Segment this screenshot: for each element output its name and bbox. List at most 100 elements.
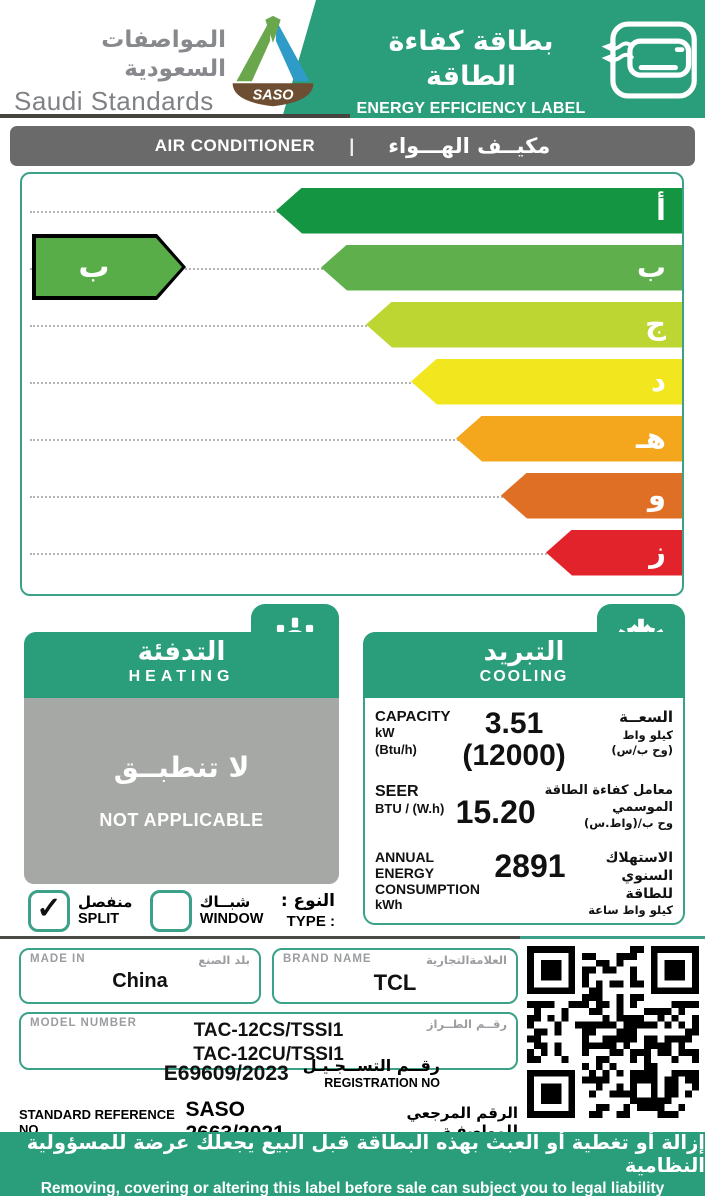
seer-label-ar: معامل كفاءة الطاقة الموسمي وح ب/(واط.س) (536, 783, 673, 832)
registration-label-arabic: رقــم التســجـيـل (302, 1056, 440, 1075)
annual-label-arabic2: للطاقة (625, 886, 673, 903)
capacity-unit-kw: kW (375, 725, 395, 741)
dotted-guide-line (30, 552, 674, 555)
rating-row: هـ (22, 410, 682, 467)
seer-row: SEER BTU / (W.h) 15.20 معامل كفاءة الطاق… (375, 783, 673, 849)
heating-header: التدفئة HEATING (24, 632, 339, 698)
org-name-english: Saudi Standards (14, 85, 214, 116)
dotted-guide-line (30, 381, 674, 384)
rating-letter: و (647, 478, 666, 512)
type-caption: النوع : TYPE : (281, 890, 335, 932)
rating-letter: أ (656, 193, 666, 227)
label-title-english: ENERGY EFFICIENCY LABEL (356, 100, 586, 118)
air-conditioner-icon (601, 21, 697, 99)
model-value-1: TAC-12CS/TSSI1 (193, 1020, 344, 1041)
annual-label-line1: ANNUAL ENERGY (375, 848, 435, 882)
cooling-body: CAPACITY kW (Btu/h) 3.51 (12000) السعــة… (363, 698, 685, 925)
annual-value: 2891 (494, 847, 566, 884)
window-checkbox (149, 890, 192, 932)
capacity-unit-arabic1: كيلو واط (622, 727, 673, 742)
annual-unit-arabic: كيلو واط ساعة (588, 903, 673, 918)
label-title-block: بطاقة كفاءة الطاقة ENERGY EFFICIENCY LAB… (352, 24, 590, 118)
qr-code (527, 946, 699, 1118)
warning-text-arabic: إزالة أو تغطية أو العبث بهذه البطاقة قبل… (26, 1130, 705, 1177)
capacity-label-arabic: السعــة (619, 708, 673, 726)
seer-value: 15.20 (455, 793, 536, 830)
heating-body: لا تنطبــق NOT APPLICABLE (24, 698, 339, 884)
seer-unit: BTU / (W.h) (375, 801, 445, 817)
model-value-2: TAC-12CU/TSSI1 (193, 1043, 344, 1065)
window-label-arabic: شبــاك (199, 893, 251, 912)
rating-letter: ج (645, 307, 666, 341)
annual-energy-row: ANNUAL ENERGY CONSUMPTION kWh 2891 الاست… (375, 849, 673, 919)
brand-label-english: BRAND NAME (283, 953, 372, 965)
annual-label-ar: الاستهلاك السنوي للطاقة كيلو واط ساعة (566, 849, 673, 919)
heating-title-arabic: التدفئة (137, 637, 226, 667)
rating-indicator-letter: ب (78, 249, 110, 285)
cooling-title-arabic: التبريد (483, 637, 565, 667)
model-label-arabic: رقــم الطــراز (426, 1017, 507, 1031)
dotted-guide-line (30, 495, 674, 498)
capacity-label-en: CAPACITY kW (Btu/h) (375, 708, 462, 758)
split-checkbox: ✓ (28, 890, 70, 932)
type-row: ✓ منفصل SPLIT شبــاك WINDOW النوع : TYPE… (24, 886, 339, 936)
rating-chart-rows: أ ب ج د هـ و ز (22, 182, 682, 581)
dotted-guide-line (30, 438, 674, 441)
heating-title-english: HEATING (128, 667, 235, 685)
rating-row: و (22, 467, 682, 524)
seer-label-en: SEER BTU / (W.h) (375, 783, 456, 818)
capacity-unit-btu: (Btu/h) (375, 741, 417, 757)
annual-label-arabic1: الاستهلاك السنوي (605, 849, 673, 885)
dotted-guide-line (30, 324, 674, 327)
rating-row: ج (22, 296, 682, 353)
rating-bar: د (411, 358, 682, 405)
type-option-split: ✓ منفصل SPLIT (28, 890, 132, 932)
made-in-box: MADE IN بلد الصنع China (19, 948, 261, 1004)
product-name-english: AIR CONDITIONER (154, 136, 316, 155)
not-applicable-english: NOT APPLICABLE (99, 810, 264, 830)
capacity-values: 3.51 (12000) (462, 707, 565, 773)
type-option-window: شبــاك WINDOW (149, 890, 264, 932)
window-label-english: WINDOW (199, 911, 264, 928)
rating-row: أ (22, 182, 682, 239)
seer-unit-arabic: وح ب/(واط.س) (584, 816, 673, 831)
cooling-title-english: COOLING (479, 667, 569, 685)
split-label-arabic: منفصل (78, 893, 133, 912)
rating-bar: ب (321, 244, 682, 291)
brand-value: TCL (373, 970, 417, 995)
header-underline (0, 114, 350, 118)
rating-letter: هـ (635, 421, 666, 455)
registration-row: E69609/2023 رقــم التســجـيـل REGISTRATI… (19, 1056, 518, 1092)
rating-indicator: ب (32, 234, 186, 300)
rating-letter: د (651, 364, 666, 398)
rating-bar: ج (366, 301, 682, 348)
capacity-value-kw: 3.51 (484, 707, 544, 740)
made-in-value: China (112, 970, 168, 992)
product-title-bar: AIR CONDITIONER | مكيــف الهـــواء (10, 126, 695, 166)
product-name-arabic: مكيــف الهـــواء (388, 134, 551, 158)
model-values: TAC-12CS/TSSI1 TAC-12CU/TSSI1 (21, 1019, 516, 1067)
rating-indicator-fill (36, 238, 182, 296)
registration-label-english: REGISTRATION NO (324, 1076, 440, 1090)
seer-value-wrap: 15.20 (456, 783, 536, 830)
svg-text:SASO: SASO (253, 88, 294, 104)
label-title-arabic: بطاقة كفاءة الطاقة (388, 26, 554, 93)
rating-row: ب (22, 239, 682, 296)
brand-label-arabic: العلامةالتجارية (425, 953, 507, 967)
rating-bar: ز (546, 529, 682, 576)
rating-letter: ب (636, 250, 666, 284)
section-divider-teal (520, 936, 705, 939)
header: المواصفات السعودية Saudi Standards SASO … (0, 0, 705, 118)
saso-logo-icon: SASO (232, 15, 314, 107)
annual-unit: kWh (375, 897, 403, 913)
cooling-section: التبريد COOLING CAPACITY kW (Btu/h) 3.51… (363, 604, 685, 925)
rating-chart: أ ب ج د هـ و ز ب (20, 172, 684, 596)
capacity-row: CAPACITY kW (Btu/h) 3.51 (12000) السعــة… (375, 704, 673, 783)
checkmark-icon: ✓ (36, 892, 62, 925)
model-label-english: MODEL NUMBER (30, 1017, 137, 1029)
org-block: المواصفات السعودية Saudi Standards (14, 26, 226, 117)
org-name-arabic: المواصفات السعودية (101, 27, 226, 82)
rating-bar: و (501, 472, 682, 519)
rating-bar: أ (276, 187, 682, 234)
